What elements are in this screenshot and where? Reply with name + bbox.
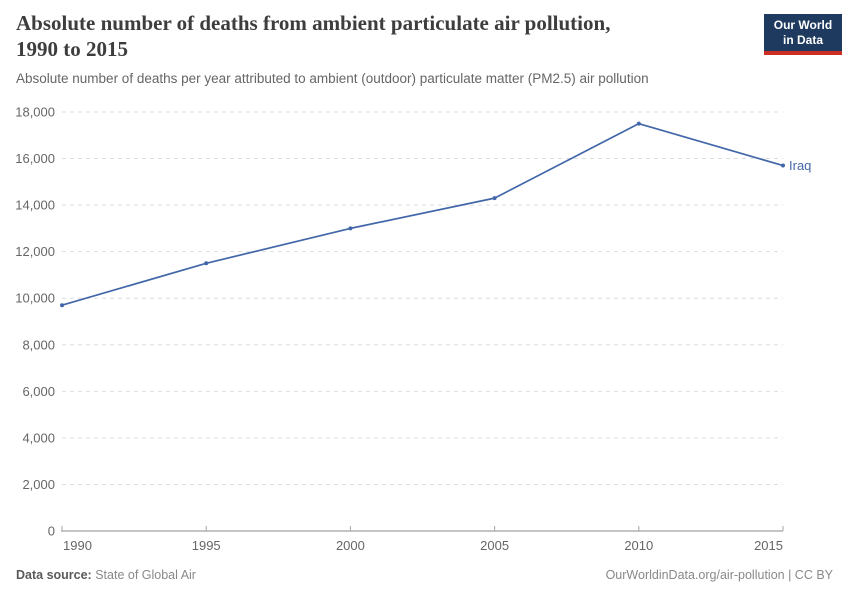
data-point — [492, 196, 497, 201]
title-line-2: 1990 to 2015 — [16, 37, 128, 61]
y-axis-tick-label: 4,000 — [22, 430, 55, 445]
y-axis-tick-label: 8,000 — [22, 337, 55, 352]
x-axis-tick-label: 2000 — [336, 538, 365, 553]
x-axis-tick-label: 1990 — [63, 538, 92, 553]
data-source: Data source: State of Global Air — [16, 568, 196, 582]
data-point — [636, 121, 641, 126]
logo-red-stripe — [764, 51, 842, 55]
data-source-label: Data source: — [16, 568, 92, 582]
y-axis-tick-label: 6,000 — [22, 384, 55, 399]
y-axis-tick-label: 0 — [48, 524, 55, 539]
page-title: Absolute number of deaths from ambient p… — [16, 10, 746, 62]
x-axis-tick-label: 1995 — [192, 538, 221, 553]
credit-line: OurWorldinData.org/air-pollution | CC BY — [605, 568, 833, 582]
data-point — [204, 261, 209, 266]
logo-line-1: Our World — [773, 18, 833, 32]
y-axis-tick-label: 18,000 — [15, 105, 55, 120]
data-point — [348, 226, 353, 231]
x-axis-tick-label: 2015 — [754, 538, 783, 553]
chart-footer: Data source: State of Global Air OurWorl… — [16, 568, 833, 582]
y-axis-tick-label: 12,000 — [15, 244, 55, 259]
series-label: Iraq — [789, 158, 811, 173]
data-source-value: State of Global Air — [95, 568, 196, 582]
owid-logo: Our World in Data — [764, 14, 842, 55]
y-axis-tick-label: 16,000 — [15, 151, 55, 166]
chart-subtitle: Absolute number of deaths per year attri… — [16, 71, 649, 86]
x-axis-tick-label: 2005 — [480, 538, 509, 553]
chart-svg: 0 2,000 4,000 6,000 8,000 10,000 12,000 14,000 1… — [15, 105, 811, 554]
data-point — [781, 163, 785, 168]
title-line-1: Absolute number of deaths from ambient p… — [16, 11, 611, 35]
data-point — [60, 303, 64, 308]
x-axis-tick-label: 2010 — [624, 538, 653, 553]
y-axis-tick-label: 14,000 — [15, 198, 55, 213]
data-line — [61, 122, 784, 307]
logo-line-2: in Data — [782, 32, 823, 47]
y-axis-tick-label: 2,000 — [22, 477, 55, 492]
y-axis-tick-label: 10,000 — [15, 291, 55, 306]
